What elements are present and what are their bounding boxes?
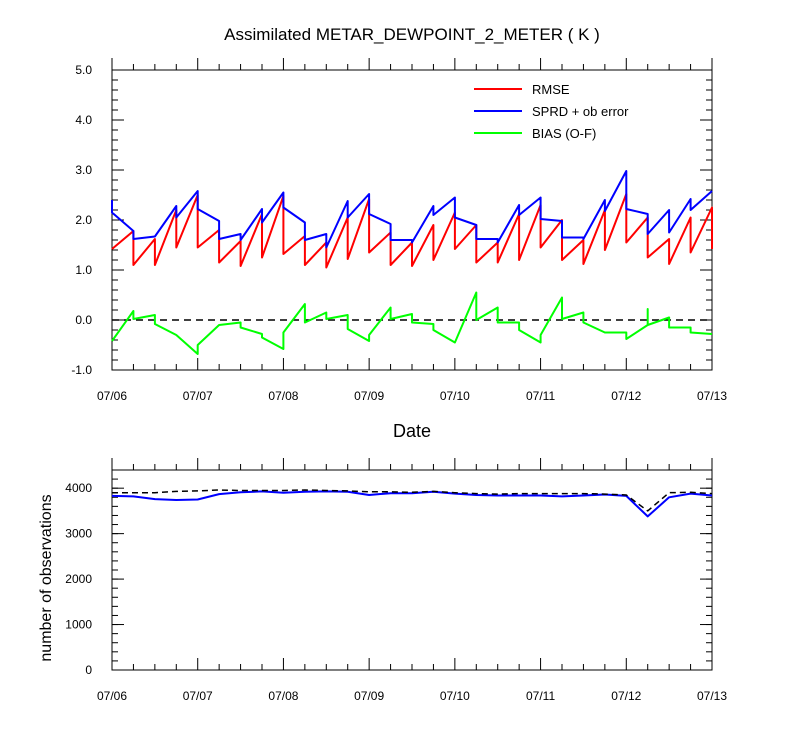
y-tick-label: -1.0 <box>71 363 92 377</box>
y-axis-label-observations: number of observations <box>38 494 55 661</box>
observation-count-plot: 07/06 07/07 07/08 07/09 07/10 07/11 07/12 07/13… <box>65 458 727 703</box>
rmse-spread-bias-plot: 07/06 07/07 07/08 07/09 07/10 07/11 07/12 07/13… <box>71 58 727 403</box>
y-tick-label: 0 <box>85 663 92 677</box>
x-tick-label: 07/11 <box>526 389 555 403</box>
x-tick-label: 07/07 <box>183 389 213 403</box>
x-axis-label: Date <box>393 421 431 441</box>
chart-title: Assimilated METAR_DEWPOINT_2_METER ( K ) <box>224 25 600 44</box>
legend-label: SPRD + ob error <box>532 104 629 119</box>
y-tick-label: 2.0 <box>75 213 92 227</box>
x-tick-label: 07/13 <box>697 689 727 703</box>
plot-frame <box>111 469 713 671</box>
x-tick-label: 07/13 <box>697 389 727 403</box>
y-tick-label: 1.0 <box>75 263 92 277</box>
x-tick-label: 07/12 <box>611 389 641 403</box>
y-tick-label: 4000 <box>65 481 92 495</box>
series-line-possible <box>112 489 713 512</box>
legend-label: RMSE <box>532 82 570 97</box>
y-tick-label: 1000 <box>65 618 92 632</box>
x-tick-label: 07/09 <box>354 389 384 403</box>
y-tick-label: 5.0 <box>75 63 92 77</box>
x-tick-label: 07/06 <box>97 389 127 403</box>
x-tick-label: 07/08 <box>268 689 298 703</box>
series-line-bias-o-f <box>111 291 713 355</box>
y-tick-label: 3.0 <box>75 163 92 177</box>
series-line-rmse <box>111 193 713 269</box>
y-tick-label: 0.0 <box>75 313 92 327</box>
series-line-sprd-ob-error <box>111 170 713 249</box>
x-tick-label: 07/07 <box>183 689 213 703</box>
x-tick-label: 07/06 <box>97 689 127 703</box>
legend: RMSE SPRD + ob error BIAS (O-F) <box>474 82 629 141</box>
x-tick-label: 07/12 <box>611 689 641 703</box>
y-tick-label: 3000 <box>65 527 92 541</box>
x-tick-label: 07/10 <box>440 389 470 403</box>
x-tick-label: 07/08 <box>268 389 298 403</box>
x-tick-label: 07/09 <box>354 689 384 703</box>
x-tick-label: 07/10 <box>440 689 470 703</box>
y-tick-label: 2000 <box>65 572 92 586</box>
y-tick-label: 4.0 <box>75 113 92 127</box>
legend-label: BIAS (O-F) <box>532 126 596 141</box>
x-tick-label: 07/11 <box>526 689 555 703</box>
